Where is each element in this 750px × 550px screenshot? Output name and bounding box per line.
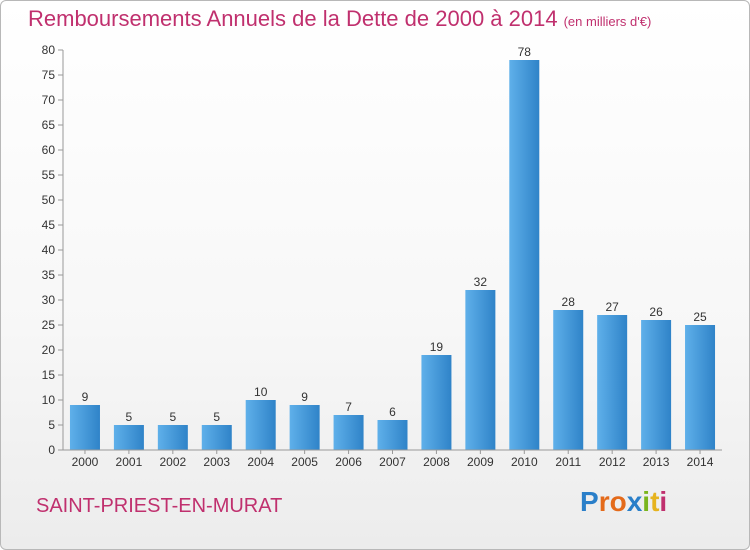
- y-tick-label: 65: [42, 118, 56, 132]
- logo-letter: r: [598, 486, 610, 517]
- data-label-2012: 27: [605, 300, 619, 314]
- logo-letter: o: [609, 486, 627, 517]
- chart-title: Remboursements Annuels de la Dette de 20…: [28, 6, 651, 32]
- y-tick-label: 60: [42, 143, 56, 157]
- bar-2004: [245, 400, 276, 450]
- data-label-2008: 19: [430, 340, 444, 354]
- data-label-2000: 9: [82, 390, 89, 404]
- logo-letter: P: [580, 486, 599, 517]
- y-tick-label: 70: [42, 93, 56, 107]
- bars: 9 5 5 5 10 9 7 6 19 32 78 28 27 26 25: [69, 45, 716, 450]
- y-tick-label: 20: [42, 343, 56, 357]
- bar-2003: [201, 425, 232, 450]
- x-tick-label-2001: 2001: [116, 455, 143, 469]
- x-tick-label-2014: 2014: [687, 455, 714, 469]
- logo-letter: i: [642, 486, 651, 517]
- data-label-2004: 10: [254, 385, 268, 399]
- y-tick-label: 0: [48, 443, 55, 457]
- bar-2010: [509, 60, 540, 450]
- logo-letter: x: [626, 486, 643, 517]
- data-label-2010: 78: [518, 45, 532, 59]
- bar-2013: [641, 320, 672, 450]
- x-tick-label-2002: 2002: [159, 455, 186, 469]
- x-tick-label-2000: 2000: [72, 455, 99, 469]
- x-tick-label-2006: 2006: [335, 455, 362, 469]
- data-label-2001: 5: [126, 410, 133, 424]
- y-axis: 0 5 10 15 20 25 30 35 40 45 50 55 60 65 70 75 80: [42, 43, 64, 457]
- x-tick-label-2003: 2003: [203, 455, 230, 469]
- y-tick-label: 50: [42, 193, 56, 207]
- bar-2007: [377, 420, 408, 450]
- bar-2014: [685, 325, 716, 450]
- unit-label: (en milliers d'€): [563, 14, 652, 29]
- data-label-2003: 5: [213, 410, 220, 424]
- x-tick-label-2012: 2012: [599, 455, 626, 469]
- y-tick-label: 10: [42, 393, 56, 407]
- y-tick-label: 40: [42, 243, 56, 257]
- x-tick-label-2005: 2005: [291, 455, 318, 469]
- bar-2002: [157, 425, 188, 450]
- bar-2001: [113, 425, 144, 450]
- x-tick-label-2004: 2004: [247, 455, 274, 469]
- x-tick-label-2011: 2011: [555, 455, 581, 469]
- data-label-2014: 25: [693, 310, 707, 324]
- bar-2012: [597, 315, 628, 450]
- bar-2006: [333, 415, 364, 450]
- y-tick-label: 25: [42, 318, 56, 332]
- logo-letter: i: [659, 486, 668, 517]
- bar-2009: [465, 290, 496, 450]
- data-label-2002: 5: [169, 410, 176, 424]
- y-tick-label: 15: [42, 368, 56, 382]
- bar-2000: [69, 405, 100, 450]
- x-tick-label-2008: 2008: [423, 455, 450, 469]
- data-label-2009: 32: [474, 275, 488, 289]
- x-tick-label-2009: 2009: [467, 455, 494, 469]
- data-label-2013: 26: [649, 305, 663, 319]
- data-label-2007: 6: [389, 405, 396, 419]
- bar-2005: [289, 405, 320, 450]
- y-tick-label: 30: [42, 293, 56, 307]
- y-tick-label: 75: [42, 68, 56, 82]
- x-tick-label-2013: 2013: [643, 455, 670, 469]
- y-tick-label: 55: [42, 168, 56, 182]
- x-tick-label-2010: 2010: [511, 455, 538, 469]
- x-axis: 2000 2001 2002 2003 2004 2005 2006 2007 2008 2009…: [63, 449, 722, 469]
- y-tick-label: 35: [42, 268, 56, 282]
- logo-letter: t: [650, 486, 660, 517]
- title-text: Remboursements Annuels de la Dette de 20…: [28, 6, 558, 31]
- x-tick-label-2007: 2007: [379, 455, 406, 469]
- y-tick-label: 80: [42, 43, 56, 57]
- bar-2008: [421, 355, 452, 450]
- y-tick-label: 45: [42, 218, 56, 232]
- data-label-2011: 28: [562, 295, 576, 309]
- data-label-2005: 9: [301, 390, 308, 404]
- commune-name: SAINT-PRIEST-EN-MURAT: [36, 495, 283, 517]
- y-tick-label: 5: [48, 418, 55, 432]
- bar-2011: [553, 310, 584, 450]
- data-label-2006: 7: [345, 400, 352, 414]
- proxiti-logo: Proxiti: [580, 486, 667, 518]
